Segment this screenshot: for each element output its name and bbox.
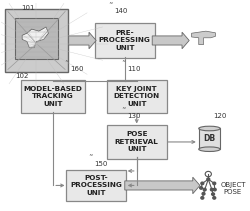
Text: ˜: ˜ — [122, 61, 126, 69]
Text: 160: 160 — [70, 66, 84, 72]
Circle shape — [202, 192, 205, 195]
Circle shape — [213, 188, 216, 191]
Circle shape — [203, 188, 206, 191]
Text: ˜: ˜ — [64, 61, 69, 69]
Text: 140: 140 — [114, 8, 128, 15]
FancyBboxPatch shape — [6, 9, 68, 72]
Circle shape — [207, 178, 210, 180]
FancyBboxPatch shape — [199, 128, 220, 149]
FancyBboxPatch shape — [66, 170, 126, 201]
Circle shape — [200, 187, 202, 189]
Polygon shape — [69, 32, 96, 49]
Text: OBJECT
POSE: OBJECT POSE — [220, 182, 246, 195]
Text: 110: 110 — [127, 66, 141, 72]
Circle shape — [210, 188, 213, 191]
Circle shape — [213, 182, 216, 185]
Polygon shape — [125, 177, 200, 194]
Text: KEY JOINT
DETECTION
UNIT: KEY JOINT DETECTION UNIT — [114, 86, 160, 107]
Polygon shape — [192, 31, 216, 45]
FancyBboxPatch shape — [107, 125, 166, 158]
FancyBboxPatch shape — [107, 80, 166, 113]
Text: ˜: ˜ — [122, 107, 126, 116]
FancyBboxPatch shape — [21, 80, 86, 113]
Text: 120: 120 — [213, 113, 226, 119]
Text: POST-
PROCESSING
UNIT: POST- PROCESSING UNIT — [70, 175, 122, 196]
Circle shape — [201, 197, 204, 199]
FancyBboxPatch shape — [95, 23, 154, 58]
Text: ˜: ˜ — [88, 155, 92, 164]
Text: 102: 102 — [15, 73, 28, 79]
Text: PRE-
PROCESSING
UNIT: PRE- PROCESSING UNIT — [99, 30, 151, 51]
Polygon shape — [22, 27, 48, 48]
Text: 150: 150 — [94, 161, 107, 167]
Ellipse shape — [199, 126, 220, 131]
FancyBboxPatch shape — [15, 18, 58, 59]
Text: 101: 101 — [21, 5, 34, 11]
Text: MODEL-BASED
TRACKING
UNIT: MODEL-BASED TRACKING UNIT — [24, 86, 83, 107]
Text: 130: 130 — [127, 113, 141, 119]
Polygon shape — [152, 32, 189, 49]
Text: ˜: ˜ — [108, 3, 113, 11]
Ellipse shape — [199, 147, 220, 151]
Circle shape — [201, 182, 204, 185]
Circle shape — [212, 193, 214, 195]
Text: POSE
RETRIEVAL
UNIT: POSE RETRIEVAL UNIT — [115, 131, 158, 153]
Circle shape — [213, 197, 216, 199]
Text: DB: DB — [204, 134, 216, 143]
